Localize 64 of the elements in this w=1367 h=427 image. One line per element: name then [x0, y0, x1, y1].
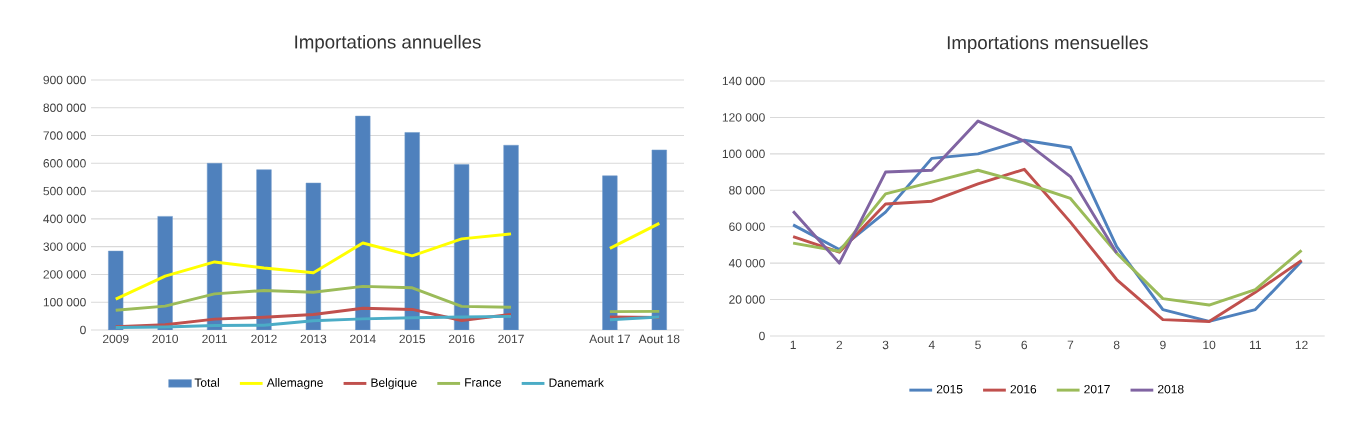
x-tick-label: 11	[1250, 340, 1261, 349]
x-tick-label: 3	[882, 340, 889, 350]
y-tick-label: 200 000	[43, 270, 86, 279]
x-tick-label: 2	[836, 340, 843, 350]
legend-label: 2016	[1010, 384, 1037, 394]
x-tick-label: 2015	[399, 334, 426, 344]
bar	[503, 145, 519, 330]
legend-label: France	[465, 378, 502, 387]
bar	[108, 250, 124, 330]
y-tick-label: 20 000	[729, 295, 765, 304]
y-tick-label: 900 000	[43, 75, 86, 85]
x-tick-label: 2017	[498, 334, 524, 344]
y-tick-label: 140 000	[722, 76, 765, 86]
legend-label: Total	[194, 378, 219, 387]
y-tick-label: 0	[80, 325, 86, 335]
x-tick-label: 4	[928, 340, 935, 349]
y-tick-label: 500 000	[43, 186, 86, 196]
x-tick-label: 6	[1021, 340, 1028, 350]
chart-title: Importations annuelles	[295, 34, 481, 53]
legend-label: 2015	[936, 384, 963, 394]
legend-label: 2017	[1084, 384, 1110, 394]
y-tick-label: 400 000	[43, 214, 86, 224]
x-tick-label: 2013	[300, 334, 327, 344]
y-tick-label: 800 000	[43, 103, 86, 113]
x-tick-label: 1	[790, 340, 796, 349]
y-tick-label: 0	[759, 331, 765, 341]
x-tick-label: 2011	[202, 334, 227, 344]
x-tick-label: 2009	[102, 334, 129, 344]
legend-label: Allemagne	[266, 378, 323, 390]
y-tick-label: 100 000	[43, 297, 86, 307]
chart-title: Importations mensuelles	[947, 35, 1148, 53]
x-tick-label: 2012	[251, 334, 277, 344]
bar	[355, 115, 371, 330]
legend-label: 2018	[1158, 384, 1184, 394]
x-tick-label: Aout 18	[638, 334, 680, 344]
x-tick-label: 2010	[152, 334, 179, 344]
x-tick-label: Aout 17	[589, 334, 630, 344]
x-tick-label: 7	[1067, 340, 1074, 349]
bar	[602, 175, 618, 330]
legend-label: Belgique	[371, 378, 417, 390]
bar	[404, 132, 420, 330]
bar	[651, 149, 667, 330]
x-tick-label: 2016	[448, 334, 475, 344]
x-tick-label: 9	[1160, 340, 1166, 350]
bar	[454, 164, 470, 330]
y-tick-label: 40 000	[728, 258, 765, 268]
x-tick-label: 12	[1295, 340, 1308, 350]
bar	[305, 182, 321, 330]
x-tick-label: 8	[1113, 340, 1120, 350]
x-tick-label: 10	[1203, 340, 1216, 350]
y-tick-label: 300 000	[43, 242, 86, 251]
bar	[157, 216, 173, 330]
x-tick-label: 5	[975, 340, 981, 350]
y-tick-label: 600 000	[43, 159, 86, 168]
bar	[256, 169, 272, 330]
y-tick-label: 100 000	[722, 149, 765, 159]
y-tick-label: 60 000	[729, 222, 765, 231]
y-tick-label: 80 000	[729, 186, 765, 195]
y-tick-label: 120 000	[722, 113, 765, 122]
legend-label: Danemark	[549, 378, 604, 387]
x-tick-label: 2014	[350, 334, 376, 344]
bar	[206, 163, 223, 330]
y-tick-label: 700 000	[43, 131, 86, 140]
line-series	[791, 119, 1119, 265]
